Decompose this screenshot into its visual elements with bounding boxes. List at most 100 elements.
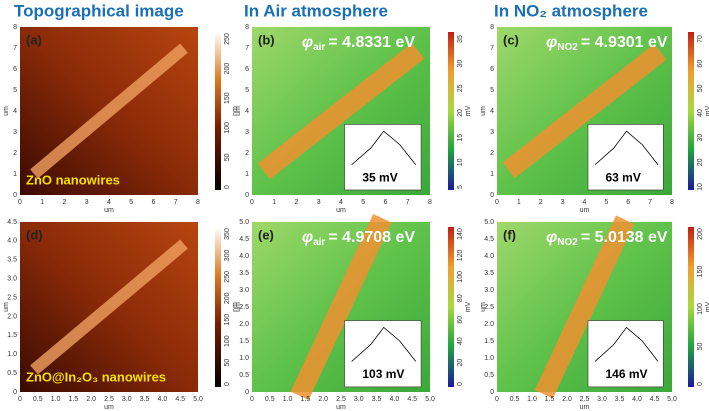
x-tick-label: 1.5 bbox=[545, 396, 555, 403]
x-tick-label: 7 bbox=[406, 199, 410, 206]
x-tick-label: 2.0 bbox=[86, 396, 96, 403]
y-tick-label: 4.5 bbox=[239, 236, 249, 243]
x-tick-label: 6 bbox=[384, 199, 388, 206]
x-tick-label: 0 bbox=[495, 396, 499, 403]
y-tick-label: 0 bbox=[490, 192, 494, 199]
colorbar bbox=[688, 32, 694, 190]
colorbar-tick-label: 30 bbox=[697, 134, 704, 142]
x-tick-label: 3 bbox=[85, 199, 89, 206]
colorbar bbox=[215, 227, 221, 387]
colorbar-tick-label: 20 bbox=[457, 359, 464, 367]
phi-subscript: air bbox=[313, 237, 325, 248]
y-tick-label: 3.0 bbox=[7, 276, 17, 283]
x-axis-label: um bbox=[580, 207, 590, 214]
x-tick-label: 0.5 bbox=[510, 396, 520, 403]
colorbar bbox=[688, 227, 694, 387]
x-tick-label: 6 bbox=[626, 199, 630, 206]
phi-value: = 4.9301 eV bbox=[581, 34, 668, 51]
y-tick-label: 2 bbox=[13, 150, 17, 157]
x-tick-label: 0 bbox=[18, 199, 22, 206]
y-tick-label: 2.0 bbox=[484, 321, 494, 328]
x-axis-label: um bbox=[104, 207, 114, 214]
colorbar-tick-label: 50 bbox=[224, 153, 231, 161]
x-axis-label: um bbox=[336, 404, 346, 411]
x-tick-label: 1.5 bbox=[301, 396, 311, 403]
x-tick-label: 3.5 bbox=[615, 396, 625, 403]
x-tick-label: 2 bbox=[295, 199, 299, 206]
x-tick-label: 0.5 bbox=[33, 396, 43, 403]
caption: ZnO nanowires bbox=[26, 172, 120, 187]
x-tick-label: 5 bbox=[604, 199, 608, 206]
inset-box bbox=[587, 124, 664, 191]
x-tick-label: 1 bbox=[517, 199, 521, 206]
colorbar-unit: mV bbox=[705, 301, 709, 312]
nanowire bbox=[30, 239, 188, 375]
colorbar-tick-label: 100 bbox=[697, 303, 704, 315]
colorbar-tick-label: 100 bbox=[457, 271, 464, 283]
colorbar-tick-label: 80 bbox=[457, 294, 464, 302]
y-tick-label: 2.0 bbox=[7, 313, 17, 320]
y-tick-label: 5 bbox=[245, 87, 249, 94]
colorbar-tick-label: 150 bbox=[224, 314, 231, 326]
y-tick-label: 0.5 bbox=[484, 372, 494, 379]
colorbar-tick-label: 50 bbox=[697, 343, 704, 351]
colorbar-unit: nm bbox=[232, 106, 239, 116]
inset-profile bbox=[594, 130, 659, 166]
colorbar-tick-label: 30 bbox=[457, 60, 464, 68]
y-tick-label: 4.0 bbox=[239, 253, 249, 260]
x-tick-label: 3.0 bbox=[354, 396, 364, 403]
colorbar bbox=[215, 32, 221, 190]
panel-label: (d) bbox=[26, 227, 43, 242]
y-tick-label: 1.5 bbox=[239, 338, 249, 345]
y-tick-label: 0.5 bbox=[7, 370, 17, 377]
x-tick-label: 3 bbox=[561, 199, 565, 206]
colorbar-tick-label: 0 bbox=[697, 382, 704, 386]
colorbar-unit: mV bbox=[705, 105, 709, 116]
y-tick-label: 1.0 bbox=[7, 351, 17, 358]
colorbar-tick-label: 10 bbox=[457, 158, 464, 166]
y-tick-label: 2.5 bbox=[239, 304, 249, 311]
colorbar-unit: nm bbox=[232, 302, 239, 312]
panel-label: (e) bbox=[258, 227, 274, 242]
potential-band bbox=[534, 215, 635, 399]
x-tick-label: 3.0 bbox=[122, 396, 132, 403]
x-tick-label: 0 bbox=[18, 396, 22, 403]
x-tick-label: 6 bbox=[152, 199, 156, 206]
panel-label: (f) bbox=[503, 227, 516, 242]
colorbar-tick-label: 20 bbox=[697, 158, 704, 166]
y-axis-label: um bbox=[3, 106, 10, 116]
colorbar-tick-label: 250 bbox=[224, 33, 231, 45]
y-tick-label: 4.0 bbox=[484, 253, 494, 260]
y-tick-label: 5 bbox=[490, 87, 494, 94]
x-tick-label: 1.5 bbox=[69, 396, 79, 403]
x-tick-label: 1.0 bbox=[51, 396, 61, 403]
y-tick-label: 8 bbox=[490, 24, 494, 31]
x-tick-label: 5 bbox=[129, 199, 133, 206]
colorbar-tick-label: 140 bbox=[457, 228, 464, 240]
x-tick-label: 4 bbox=[107, 199, 111, 206]
x-tick-label: 1 bbox=[40, 199, 44, 206]
x-tick-label: 2.5 bbox=[104, 396, 114, 403]
header: Topographical image bbox=[14, 1, 184, 20]
x-tick-label: 5.0 bbox=[425, 396, 435, 403]
colorbar-tick-label: 50 bbox=[224, 359, 231, 367]
y-tick-label: 7 bbox=[245, 45, 249, 52]
inset-profile bbox=[594, 326, 659, 362]
colorbar-tick-label: 0 bbox=[224, 185, 231, 189]
x-tick-label: 2.5 bbox=[336, 396, 346, 403]
colorbar-tick-label: 20 bbox=[457, 109, 464, 117]
x-tick-label: 4.5 bbox=[650, 396, 660, 403]
x-tick-label: 3.5 bbox=[372, 396, 382, 403]
colorbar-unit: mV bbox=[465, 301, 472, 312]
inset-value: 63 mV bbox=[606, 170, 641, 184]
phi-symbol: φ bbox=[302, 34, 313, 51]
y-tick-label: 2.5 bbox=[7, 294, 17, 301]
x-tick-label: 4 bbox=[583, 199, 587, 206]
x-tick-label: 5 bbox=[361, 199, 365, 206]
inset-profile bbox=[351, 130, 417, 166]
x-tick-label: 0 bbox=[250, 199, 254, 206]
y-tick-label: 3.0 bbox=[484, 287, 494, 294]
colorbar-tick-label: 60 bbox=[697, 60, 704, 68]
colorbar-tick-label: 50 bbox=[697, 84, 704, 92]
x-tick-label: 3.5 bbox=[140, 396, 150, 403]
